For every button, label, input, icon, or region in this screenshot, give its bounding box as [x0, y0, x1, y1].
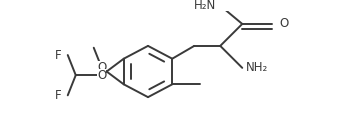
Text: F: F: [55, 89, 62, 102]
Text: O: O: [97, 61, 106, 74]
Text: H₂N: H₂N: [194, 0, 216, 12]
Text: O: O: [279, 17, 289, 30]
Text: F: F: [55, 49, 62, 62]
Text: NH₂: NH₂: [246, 61, 268, 74]
Text: O: O: [97, 69, 106, 82]
